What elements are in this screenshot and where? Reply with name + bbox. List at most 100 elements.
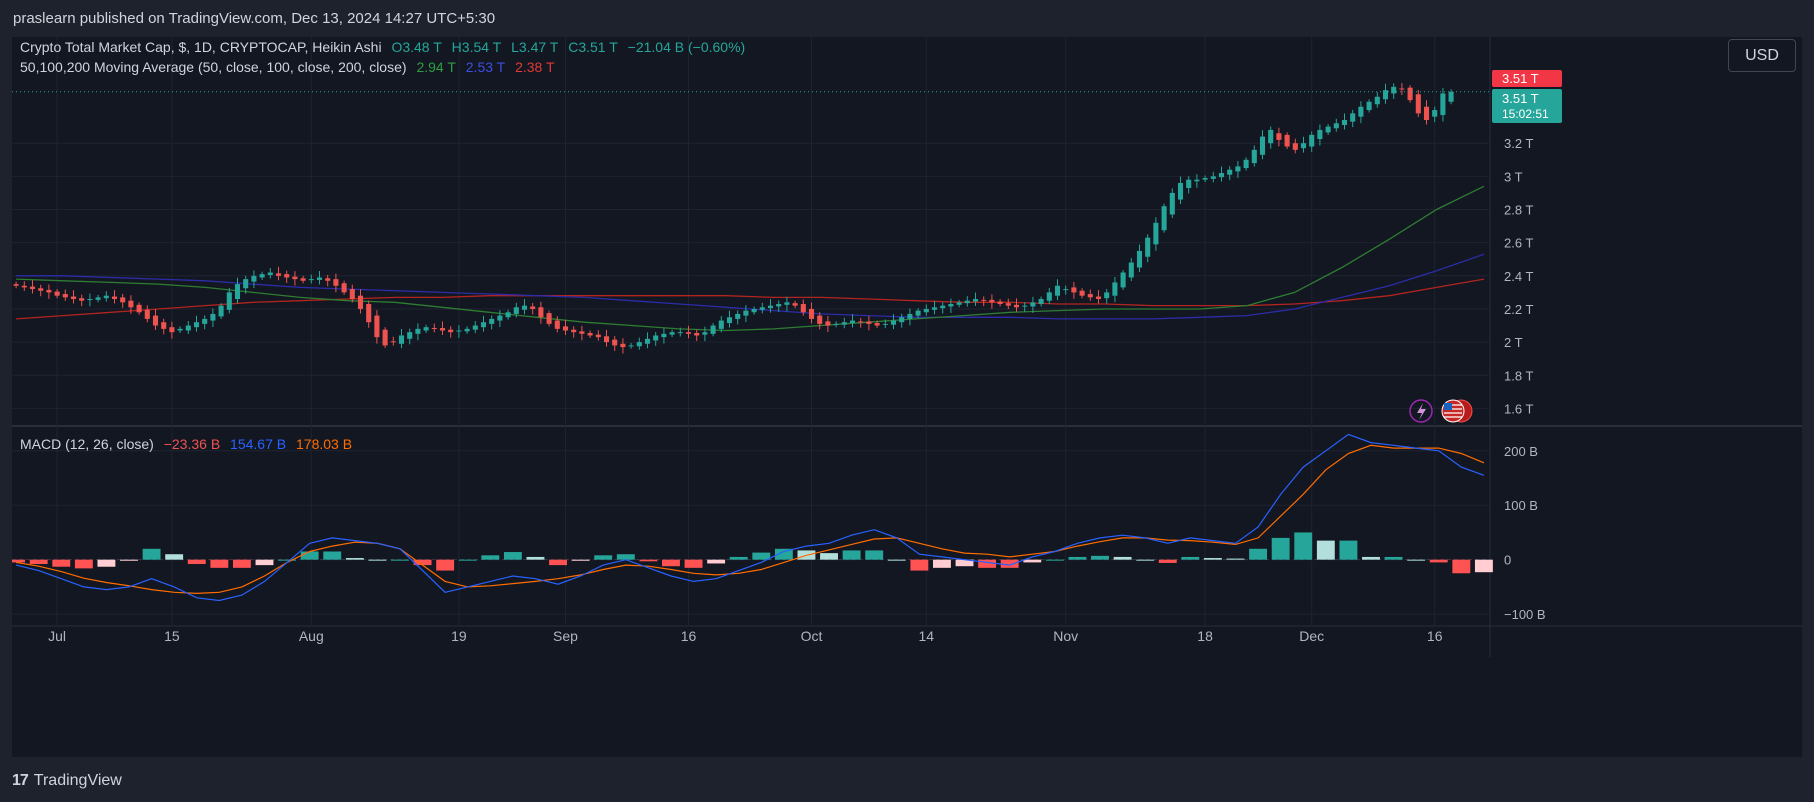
macd-histogram-bar <box>481 555 500 560</box>
candle-body <box>792 303 798 306</box>
candle-body <box>1317 129 1323 140</box>
macd-histogram-bar <box>391 559 409 561</box>
candle-body <box>1013 304 1020 308</box>
macd-histogram-bar <box>616 554 635 560</box>
candle-body <box>1153 222 1159 245</box>
currency-button[interactable]: USD <box>1728 39 1796 72</box>
macd-line <box>15 433 1485 602</box>
macd-histogram-bar <box>1136 559 1155 561</box>
ma-legend[interactable]: 50,100,200 Moving Average (50, close, 10… <box>20 59 561 75</box>
candle-body <box>1218 173 1225 178</box>
candle-body <box>1227 169 1233 175</box>
time-tick-label: Dec <box>1299 628 1324 644</box>
candle-body <box>1112 282 1118 296</box>
candle-body <box>1432 110 1438 117</box>
macd-histogram-bar <box>1316 540 1335 560</box>
candle-body <box>374 315 380 338</box>
candle-body <box>972 299 979 302</box>
candle-body <box>415 328 421 334</box>
lightning-icon[interactable] <box>1409 399 1433 423</box>
candle-body <box>562 326 569 331</box>
chart-frame[interactable]: 3.2 T 3 T 2.8 T 2.6 T 2.4 T 2.2 T 2 T 1.8 T 1.6 … <box>7 37 1802 757</box>
macd-histogram-bar <box>639 559 658 562</box>
candle-body <box>677 332 683 334</box>
candle-body <box>480 322 487 328</box>
candle-body <box>1333 123 1339 129</box>
time-tick-label: 16 <box>681 628 697 644</box>
candle-body <box>87 299 93 301</box>
macd-histogram-bar <box>74 559 93 569</box>
candle-body <box>390 341 396 343</box>
candle-body <box>1095 296 1102 300</box>
macd-histogram-bar <box>1384 556 1403 560</box>
candle-body <box>210 313 216 321</box>
candle-body <box>767 305 774 309</box>
prev-close-badge <box>1492 70 1562 87</box>
macd-histogram-bar <box>300 551 319 560</box>
candle-body <box>735 313 741 319</box>
macd-histogram-bar <box>165 554 184 560</box>
macd-histogram-bar <box>52 559 71 567</box>
candle-body <box>669 332 675 335</box>
time-tick-label: Jul <box>48 628 66 644</box>
macd-histogram-bar <box>7 559 26 563</box>
candle-body <box>1300 143 1307 149</box>
macd-histogram-bar <box>142 548 161 560</box>
candle-body <box>226 292 232 310</box>
footer-brand[interactable]: 17 TradingView <box>12 766 122 796</box>
candle-body <box>833 323 839 325</box>
time-tick-label: 18 <box>1197 628 1213 644</box>
candle-body <box>1276 133 1282 140</box>
macd-histogram-bar <box>1339 540 1358 560</box>
candle-body <box>218 305 224 317</box>
candle-body <box>152 315 159 326</box>
candle-body <box>1005 303 1011 306</box>
candle-body <box>292 276 298 280</box>
candle-body <box>1022 305 1028 307</box>
candle-body <box>571 329 577 333</box>
candle-body <box>751 308 757 313</box>
macd-legend[interactable]: MACD (12, 26, close) −23.36 B 154.67 B 1… <box>20 436 358 452</box>
time-tick-label: 19 <box>451 628 467 644</box>
candle-body <box>1309 134 1315 147</box>
publisher-line: praslearn published on TradingView.com, … <box>0 0 1814 38</box>
candle-body <box>849 320 856 324</box>
candle-body <box>70 296 77 300</box>
symbol-legend[interactable]: Crypto Total Market Cap, $, 1D, CRYPTOCA… <box>20 39 751 55</box>
candle-body <box>423 327 429 331</box>
ma50-line <box>16 185 1485 332</box>
candle-body <box>456 330 462 332</box>
candle-body <box>177 328 183 331</box>
candle-body <box>1325 126 1331 133</box>
candle-body <box>1128 262 1134 278</box>
candle-body <box>784 302 790 305</box>
macd-label: MACD (12, 26, close) <box>20 436 154 452</box>
macd-histogram-bar <box>820 553 838 560</box>
time-tick-label: 15 <box>164 628 180 644</box>
chart-svg[interactable]: 3.2 T 3 T 2.8 T 2.6 T 2.4 T 2.2 T 2 T 1.8 T 1.6 … <box>7 37 1802 757</box>
candle-body <box>1136 250 1143 268</box>
candle-body <box>300 278 306 281</box>
candle-body <box>694 333 700 336</box>
lightning-glyph-icon <box>1417 403 1426 420</box>
macd-histogram-bar <box>503 552 522 560</box>
macd-histogram-bar <box>707 559 726 564</box>
macd-line-value: 154.67 B <box>230 436 287 452</box>
candle-body <box>702 332 708 335</box>
candle-body <box>79 298 85 301</box>
legend-close: C3.51 T <box>568 39 618 55</box>
candle-body <box>1202 178 1208 180</box>
macd-histogram-bar <box>1226 558 1245 560</box>
candle-body <box>636 342 642 347</box>
candle-body <box>915 310 921 316</box>
candle-body <box>579 331 585 334</box>
candle-body <box>776 303 782 307</box>
macd-histogram-bar <box>345 558 364 560</box>
candle-body <box>874 323 880 326</box>
candle-body <box>907 313 913 319</box>
macd-histogram-bar <box>458 559 477 561</box>
time-tick-label: Oct <box>801 628 823 644</box>
candle-body <box>718 320 724 329</box>
candle-body <box>808 308 815 319</box>
candle-body <box>439 328 446 331</box>
